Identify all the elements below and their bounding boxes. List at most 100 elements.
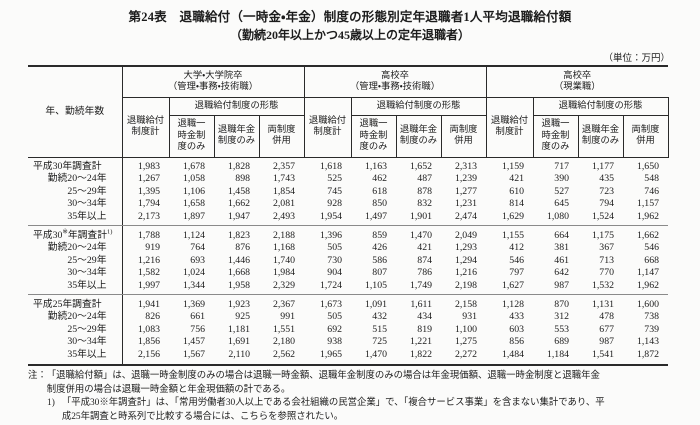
cell-value: 738 (644, 311, 659, 323)
cell-value: 1,678 (182, 160, 205, 172)
cell-value: 390 (554, 173, 569, 185)
cell-value: 713 (599, 254, 614, 266)
cell-value: 1,344 (169, 279, 214, 295)
cell-value: 367 (599, 242, 614, 254)
cell-value: 2,367 (272, 299, 295, 310)
cell-value: 1,668 (227, 267, 250, 279)
cell-value: 925 (235, 311, 250, 323)
cell-value: 433 (509, 311, 524, 323)
cell-value: 1,984 (272, 267, 295, 279)
cell-value: 1,024 (182, 267, 205, 279)
cell-value: 645 (554, 198, 569, 210)
cell-value: 1,947 (214, 210, 259, 226)
cell-value: 770 (599, 267, 614, 279)
cell-value: 1,582 (137, 267, 160, 279)
cell-value: 1,131 (591, 299, 614, 310)
row-label: 25～29年 (28, 254, 123, 268)
cell-value: 1,740 (272, 254, 295, 266)
cell-value: 618 (372, 185, 387, 197)
cell-value: 1,239 (454, 173, 477, 185)
cell-value: 1,293 (454, 242, 477, 254)
cell-value: 1,941 (137, 299, 160, 310)
cell-value: 723 (599, 185, 614, 197)
cell-value: 1,395 (137, 185, 160, 197)
table-row: 勤続20～24年 1,267 1,058 898 1,743 525 462 487 1,239… (28, 173, 668, 186)
cell-value: 677 (599, 323, 614, 335)
cell-value: 1,470 (409, 229, 432, 241)
title-line-1: 第24表 退職給付（一時金・年金）制度の形態別定年退職者1人平均退職給付額 (128, 10, 572, 24)
col-group-university: 大学・大学院卒 （管理・事務・技術職） (121, 65, 304, 98)
col-header-lumpsum-only: 退職一 時金制 度のみ (532, 115, 579, 158)
table-row: 30～34年 1,794 1,658 1,662 2,081 928 850 832 1,231… (28, 198, 668, 211)
row-label: 勤続20～24年 (28, 173, 123, 186)
cell-value: 2,180 (272, 336, 295, 348)
cell-value: 807 (372, 267, 387, 279)
table-row: 30～34年 1,856 1,457 1,691 2,180 938 725 1,221 1,2… (28, 336, 668, 349)
col-header-pension-only: 退職年金 制度のみ (577, 115, 624, 158)
cell-value: 312 (554, 311, 569, 323)
cell-value: 432 (372, 311, 387, 323)
cell-value: 1,901 (396, 210, 441, 226)
row-label: 平成25年調査計 (28, 294, 123, 312)
footnote-prefix: 注： (28, 371, 47, 382)
cell-value: 874 (417, 254, 432, 266)
cell-value: 2,188 (272, 229, 295, 241)
cell-value: 2,474 (441, 210, 486, 226)
cell-value: 859 (372, 229, 387, 241)
cell-value: 381 (554, 242, 569, 254)
cell-value: 1,541 (591, 348, 614, 360)
cell-value: 1,551 (272, 323, 295, 335)
col-header-both: 両制度 併用 (440, 115, 487, 158)
footnote-1: 1) 「平成30※年調査計」は、「常用労働者30人以上である会社組織の民営企業」… (47, 397, 672, 424)
cell-value: 2,081 (272, 198, 295, 210)
table-row: 25～29年 1,395 1,106 1,458 1,854 745 618 878 1,277… (28, 185, 668, 199)
row-label: 勤続20～24年 (28, 311, 123, 324)
cell-value: 2,110 (228, 348, 250, 360)
cell-value: 692 (327, 323, 342, 335)
cell-value: 515 (372, 323, 387, 335)
cell-value: 898 (235, 173, 250, 185)
footnote-text: 「退職給付額」は、退職一時金制度のみの場合は退職一時金額、退職年金制度のみの場合… (46, 371, 600, 395)
cell-value: 1,458 (227, 185, 250, 197)
cell-value: 421 (417, 242, 432, 254)
col-header-lumpsum-only: 退職一 時金制 度のみ (168, 115, 215, 158)
cell-value: 1,163 (364, 160, 387, 172)
table-row: 35年以上 2,156 1,567 2,110 2,562 1,965 1,470 1,822… (28, 348, 668, 366)
cell-value: 1,083 (137, 323, 160, 335)
cell-value: 1,673 (319, 299, 342, 310)
unit-label: （単位：万円） (603, 53, 670, 64)
cell-value: 527 (554, 185, 569, 197)
cell-value: 1,484 (501, 348, 524, 360)
cell-value: 2,158 (454, 299, 477, 310)
cell-value: 1,662 (636, 229, 659, 241)
row-label: 25～29年 (28, 323, 123, 337)
cell-value: 1,897 (169, 210, 214, 226)
cell-value: 1,954 (304, 210, 351, 226)
cell-value: 1,724 (304, 279, 351, 295)
cell-value: 786 (417, 267, 432, 279)
cell-value: 610 (509, 185, 524, 197)
cell-value: 1,175 (591, 229, 614, 241)
table-row: 平成25年調査計 1,941 1,369 1,923 2,367 1,673 1,091 1,… (28, 294, 668, 312)
cell-value: 1,658 (182, 198, 205, 210)
cell-value: 1,958 (214, 279, 259, 295)
cell-value: 745 (327, 185, 342, 197)
cell-value: 1,147 (636, 267, 659, 279)
col-header-lumpsum-only: 退職一 時金制 度のみ (350, 115, 397, 158)
col-header-form-group: 退職給付制度の形態 (169, 97, 305, 116)
cell-value: 856 (509, 336, 524, 348)
cell-value: 746 (644, 185, 659, 197)
cell-value: 693 (190, 254, 205, 266)
cell-value: 1,788 (137, 229, 160, 241)
cell-value: 2,562 (272, 348, 295, 360)
cell-value: 739 (644, 323, 659, 335)
cell-value: 1,854 (272, 185, 295, 197)
cell-value: 2,313 (454, 160, 477, 172)
cell-value: 1,294 (454, 254, 477, 266)
row-label: 25～29年 (28, 185, 123, 199)
cell-value: 1,100 (454, 323, 477, 335)
table-row: 平成30※年調査計1) 1,788 1,124 1,823 2,188 1,396 859 1… (28, 225, 668, 243)
row-header-label: 年、勤続年数 (28, 65, 123, 158)
col-header-form-group: 退職給付制度の形態 (533, 97, 669, 116)
cell-value: 1,691 (227, 336, 250, 348)
